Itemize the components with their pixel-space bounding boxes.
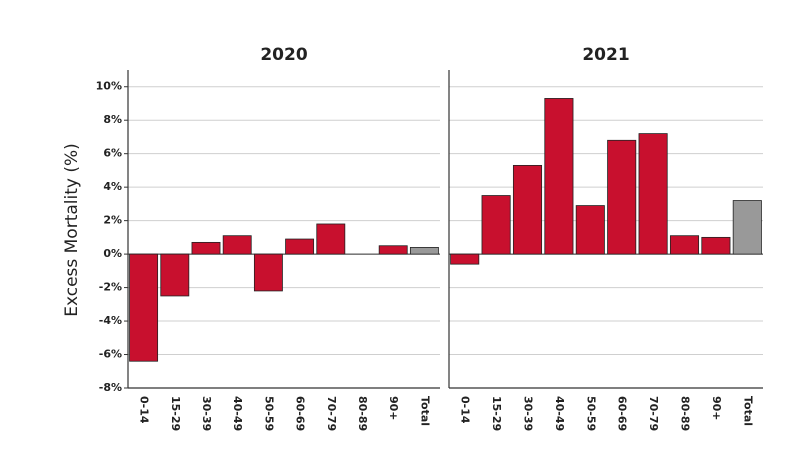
x-tick-label: 70-79: [325, 396, 338, 431]
x-tick-label: 90+: [387, 396, 400, 421]
y-tick-label: 2%: [103, 214, 122, 227]
bar: [316, 223, 346, 255]
x-tick-label: 50-59: [262, 396, 275, 431]
bar: [544, 98, 574, 255]
x-tick-label: Total: [418, 396, 431, 426]
panel-title: 2020: [260, 45, 307, 65]
x-tick-label: 90+: [710, 396, 723, 421]
bar: [450, 253, 480, 265]
y-tick-label: -2%: [99, 281, 122, 294]
y-tick-label: 6%: [103, 147, 122, 160]
y-tick-label: 8%: [103, 113, 122, 126]
bar: [378, 245, 408, 255]
bar: [481, 195, 511, 255]
bar: [409, 247, 439, 255]
x-tick-label: 70-79: [647, 396, 660, 431]
y-axis-label: Excess Mortality (%): [62, 143, 82, 317]
x-tick-label: 30-39: [522, 396, 535, 431]
bar: [701, 236, 731, 255]
bar: [129, 253, 159, 362]
bar: [607, 139, 637, 255]
x-tick-label: 60-69: [294, 396, 307, 431]
x-tick-label: 0-14: [459, 396, 472, 424]
x-tick-label: 60-69: [616, 396, 629, 431]
bar: [575, 205, 605, 255]
y-tick-label: -8%: [99, 381, 122, 394]
x-tick-label: Total: [741, 396, 754, 426]
bar: [253, 253, 283, 292]
bar: [669, 235, 700, 255]
x-tick-label: 15-29: [490, 396, 503, 431]
y-tick-label: 10%: [96, 80, 122, 93]
y-tick-label: 0%: [103, 247, 122, 260]
x-tick-label: 40-49: [231, 396, 244, 431]
bar: [222, 235, 252, 255]
x-tick-label: 80-89: [356, 396, 369, 431]
x-tick-label: 0-14: [138, 396, 151, 424]
x-tick-label: 40-49: [553, 396, 566, 431]
bar: [285, 238, 315, 255]
x-tick-label: 30-39: [200, 396, 213, 431]
y-tick-label: -4%: [99, 314, 122, 327]
x-tick-label: 80-89: [679, 396, 692, 431]
y-tick-label: 4%: [103, 180, 122, 193]
y-tick-label: -6%: [99, 348, 122, 361]
bar: [160, 253, 190, 297]
bar: [191, 241, 221, 255]
bar: [732, 200, 762, 255]
panel-title: 2021: [582, 45, 629, 65]
bar: [638, 133, 668, 255]
x-tick-label: 15-29: [169, 396, 182, 431]
bar: [512, 164, 543, 255]
x-tick-label: 50-59: [584, 396, 597, 431]
